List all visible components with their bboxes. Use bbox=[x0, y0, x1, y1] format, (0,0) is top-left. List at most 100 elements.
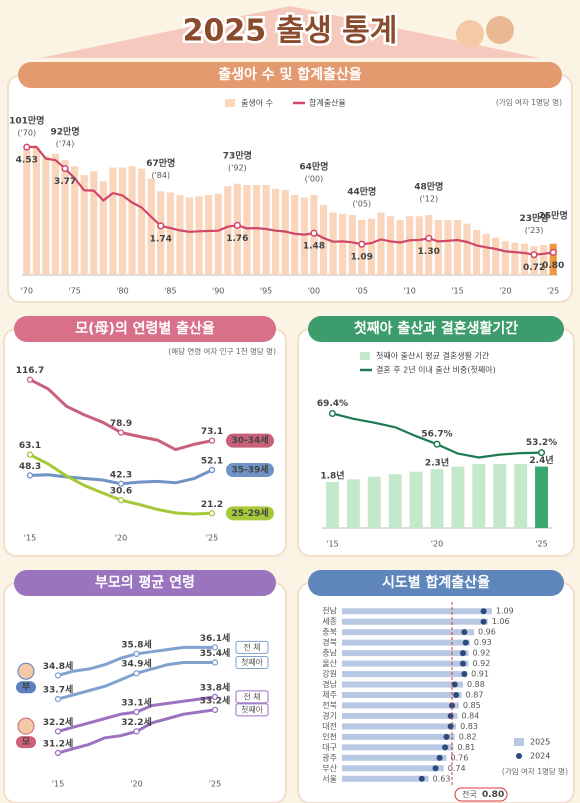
data-label: 34.8세 bbox=[43, 660, 74, 672]
category-label: 대구 bbox=[322, 743, 337, 752]
legend-label: 2024 bbox=[530, 752, 550, 761]
x-tick-label: '15 bbox=[326, 540, 338, 549]
chart-note: (가임 여자 1명당 명) bbox=[502, 766, 568, 776]
family-decoration bbox=[486, 16, 514, 44]
x-tick-label: '75 bbox=[68, 287, 80, 296]
bar bbox=[540, 245, 548, 275]
dot bbox=[461, 671, 468, 678]
series-name: 25-29세 bbox=[231, 507, 268, 519]
legend-marker bbox=[516, 753, 522, 759]
data-label-year: ('92) bbox=[228, 163, 247, 172]
bar bbox=[342, 733, 455, 740]
data-label: 1.06 bbox=[492, 617, 510, 626]
data-label: 0.93 bbox=[474, 638, 492, 647]
series-name: 첫째아 bbox=[241, 704, 264, 714]
data-label: 0.80 bbox=[542, 261, 564, 271]
roof-decoration bbox=[40, 6, 540, 58]
data-label: 73만명 bbox=[223, 149, 252, 161]
series-badge bbox=[235, 690, 269, 704]
series-badge bbox=[235, 640, 269, 654]
data-label: 1.76 bbox=[226, 234, 248, 244]
bar bbox=[176, 195, 184, 275]
point-marker bbox=[328, 409, 337, 418]
data-label: 33.2세 bbox=[200, 694, 231, 706]
point-marker bbox=[133, 728, 140, 735]
x-tick-label: '95 bbox=[260, 287, 272, 296]
data-label: 0.84 bbox=[462, 711, 480, 720]
bar bbox=[291, 195, 299, 275]
point-marker bbox=[117, 429, 125, 436]
point-marker bbox=[23, 143, 31, 151]
point-marker bbox=[211, 659, 219, 666]
data-label: 0.88 bbox=[467, 680, 485, 689]
point-marker bbox=[233, 221, 241, 229]
category-label: 경남 bbox=[322, 679, 337, 689]
dot bbox=[442, 744, 449, 751]
x-tick-label: '20 bbox=[499, 287, 511, 296]
bar bbox=[342, 754, 447, 761]
dot bbox=[447, 712, 454, 719]
point-marker bbox=[211, 706, 219, 713]
bar bbox=[166, 192, 174, 275]
bar bbox=[463, 223, 471, 275]
series-badge bbox=[235, 655, 269, 669]
data-label: 0.63 bbox=[433, 774, 451, 783]
x-tick-label: '80 bbox=[116, 287, 128, 296]
data-label: 56.7% bbox=[421, 430, 452, 440]
data-label: 1.48 bbox=[303, 242, 325, 252]
bar bbox=[501, 241, 509, 275]
bar bbox=[342, 765, 444, 772]
series-name: 35-39세 bbox=[231, 464, 268, 476]
bar bbox=[71, 166, 79, 275]
x-tick-label: '15 bbox=[24, 534, 36, 543]
data-label: 101만명 bbox=[9, 114, 44, 126]
data-label-year: ('05) bbox=[352, 200, 371, 209]
data-label: 52.1 bbox=[201, 457, 223, 467]
data-label: 35.8세 bbox=[121, 638, 152, 650]
point-marker bbox=[157, 222, 165, 230]
point-marker bbox=[208, 437, 216, 444]
bar bbox=[51, 153, 60, 275]
category-label: 대전 bbox=[322, 721, 337, 731]
data-label: 1.74 bbox=[150, 234, 172, 244]
panel-header bbox=[14, 570, 276, 596]
bar bbox=[396, 220, 404, 275]
x-tick-label: '25 bbox=[535, 540, 547, 549]
series-badge bbox=[235, 703, 269, 717]
bar bbox=[535, 466, 549, 528]
point-marker bbox=[433, 440, 441, 448]
point-marker bbox=[26, 376, 34, 383]
dot bbox=[461, 629, 468, 636]
data-label: 35.4세 bbox=[200, 647, 231, 659]
category-label: 서울 bbox=[322, 774, 337, 783]
data-label: 0.91 bbox=[471, 670, 489, 679]
data-label: 33.8세 bbox=[200, 681, 231, 693]
chart-title: 부모의 평균 연령 bbox=[95, 574, 195, 591]
data-label: 23만명 bbox=[520, 212, 549, 224]
data-label-year: ('84) bbox=[151, 171, 170, 180]
bar bbox=[32, 147, 40, 275]
x-tick-label: '15 bbox=[52, 780, 64, 789]
dot bbox=[453, 692, 460, 698]
reference-label: 전국 bbox=[462, 789, 477, 799]
x-tick-label: '10 bbox=[403, 287, 415, 296]
bar bbox=[205, 195, 213, 275]
dot bbox=[480, 608, 487, 615]
group-badge bbox=[16, 681, 36, 694]
bar bbox=[453, 220, 462, 275]
data-label: 63.1 bbox=[19, 441, 41, 451]
data-label: 73.1 bbox=[201, 427, 223, 437]
point-marker bbox=[208, 466, 216, 474]
point-marker bbox=[549, 248, 557, 256]
category-label: 울산 bbox=[322, 658, 337, 668]
bar bbox=[109, 167, 117, 275]
family-decoration bbox=[456, 20, 484, 48]
point-marker bbox=[208, 510, 216, 517]
data-label: 21.2 bbox=[201, 500, 223, 510]
data-label: 31.2세 bbox=[43, 737, 74, 749]
data-label: 0.96 bbox=[478, 628, 496, 637]
category-label: 광주 bbox=[322, 752, 337, 762]
legend-label: 2025 bbox=[530, 738, 550, 747]
